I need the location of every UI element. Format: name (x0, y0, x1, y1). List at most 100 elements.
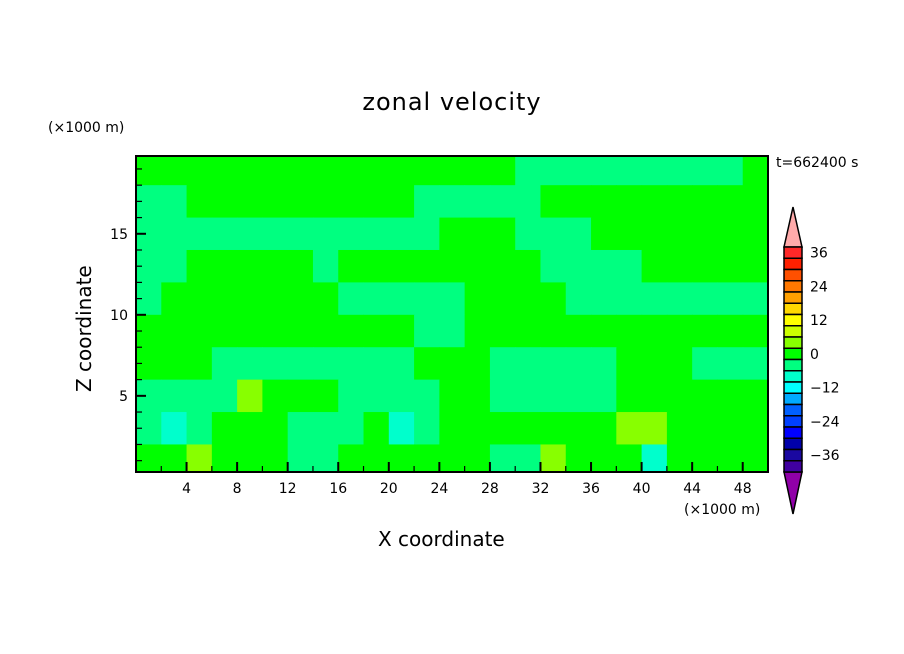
field-cell (666, 314, 693, 348)
field-cell (565, 412, 592, 445)
field-cell (666, 347, 693, 381)
field-cell (262, 379, 289, 413)
x-tick-label: 28 (481, 481, 499, 497)
field-cell (515, 379, 541, 413)
x-tick-label: 8 (233, 481, 242, 497)
field-cell (363, 249, 390, 283)
field-cell (388, 314, 415, 348)
field-cell (666, 282, 693, 316)
x-tick-label: 24 (430, 481, 448, 497)
field-cell (717, 412, 744, 445)
colorbar-label: −24 (810, 414, 840, 430)
field-cell (363, 217, 390, 251)
field-cell (439, 347, 466, 381)
field-cell (312, 185, 339, 219)
field-cell (565, 249, 592, 283)
field-cell (591, 444, 617, 472)
field-cells (136, 156, 768, 472)
field-cell (591, 249, 617, 283)
field-cell (540, 156, 567, 186)
field-cell (641, 444, 668, 472)
field-cell (515, 249, 541, 283)
field-cell (591, 282, 617, 316)
field-cell (186, 217, 213, 251)
field-cell (287, 314, 314, 348)
field-cell (211, 379, 238, 413)
field-cell (186, 314, 213, 348)
field-cell (439, 412, 466, 445)
y-tick-label: 15 (110, 227, 128, 243)
field-cell (211, 314, 238, 348)
field-cell (414, 444, 440, 472)
y-tick-label: 5 (119, 389, 128, 405)
field-cell (489, 444, 516, 472)
field-cell (591, 379, 617, 413)
field-cell (161, 217, 188, 251)
field-cell (338, 156, 365, 186)
field-cell (692, 347, 718, 381)
field-cell (464, 249, 491, 283)
x-tick-label: 20 (380, 481, 398, 497)
field-cell (338, 412, 365, 445)
field-cell (616, 156, 643, 186)
field-cell (616, 249, 643, 283)
field-cell (742, 412, 768, 445)
field-cell (237, 347, 263, 381)
field-cell (262, 249, 289, 283)
field-cell (388, 156, 415, 186)
field-cell (262, 444, 289, 472)
field-cell (186, 444, 213, 472)
field-cell (540, 185, 567, 219)
x-tick-label: 44 (683, 481, 701, 497)
field-cell (237, 444, 263, 472)
field-cell (717, 217, 744, 251)
field-cell (666, 444, 693, 472)
field-cell (641, 282, 668, 316)
x-tick-label: 40 (633, 481, 651, 497)
field-cell (161, 282, 188, 316)
field-cell (211, 282, 238, 316)
field-cell (742, 379, 768, 413)
field-cell (414, 314, 440, 348)
field-cell (388, 412, 415, 445)
field-cell (565, 217, 592, 251)
field-cell (312, 379, 339, 413)
field-cell (186, 282, 213, 316)
field-cell (237, 185, 263, 219)
colorbar-box (783, 370, 803, 383)
field-cell (692, 217, 718, 251)
field-cell (742, 156, 768, 186)
colorbar-label: 24 (810, 279, 828, 295)
field-cell (388, 249, 415, 283)
chart-title: zonal velocity (362, 88, 542, 116)
field-cell (186, 412, 213, 445)
field-cell (515, 347, 541, 381)
field-cell (161, 156, 188, 186)
field-cell (540, 412, 567, 445)
field-cell (489, 314, 516, 348)
field-cell (641, 412, 668, 445)
field-cell (237, 379, 263, 413)
field-cell (616, 379, 643, 413)
field-cell (161, 185, 188, 219)
field-cell (565, 379, 592, 413)
field-cell (312, 314, 339, 348)
field-cell (692, 249, 718, 283)
field-cell (237, 249, 263, 283)
field-cell (489, 185, 516, 219)
field-cell (565, 282, 592, 316)
field-cell (540, 347, 567, 381)
z-unit-label: (×1000 m) (48, 120, 125, 136)
field-cell (591, 347, 617, 381)
field-cell (489, 156, 516, 186)
field-cell (262, 185, 289, 219)
field-cell (565, 156, 592, 186)
colorbar-box (783, 381, 803, 394)
field-cell (414, 185, 440, 219)
field-cell (338, 444, 365, 472)
colorbar-box (783, 437, 803, 451)
x-axis-label: X coordinate (378, 527, 505, 551)
field-cell (287, 156, 314, 186)
field-cell (515, 217, 541, 251)
colorbar-box (783, 448, 803, 462)
